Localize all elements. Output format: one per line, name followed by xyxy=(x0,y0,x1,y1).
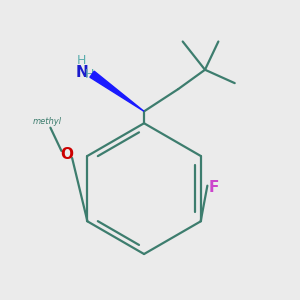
Polygon shape xyxy=(90,71,144,111)
Text: H: H xyxy=(85,68,94,81)
Text: H: H xyxy=(77,54,86,67)
Text: methyl: methyl xyxy=(33,117,62,126)
Text: O: O xyxy=(60,147,73,162)
Text: N: N xyxy=(75,65,88,80)
Text: F: F xyxy=(209,180,219,195)
